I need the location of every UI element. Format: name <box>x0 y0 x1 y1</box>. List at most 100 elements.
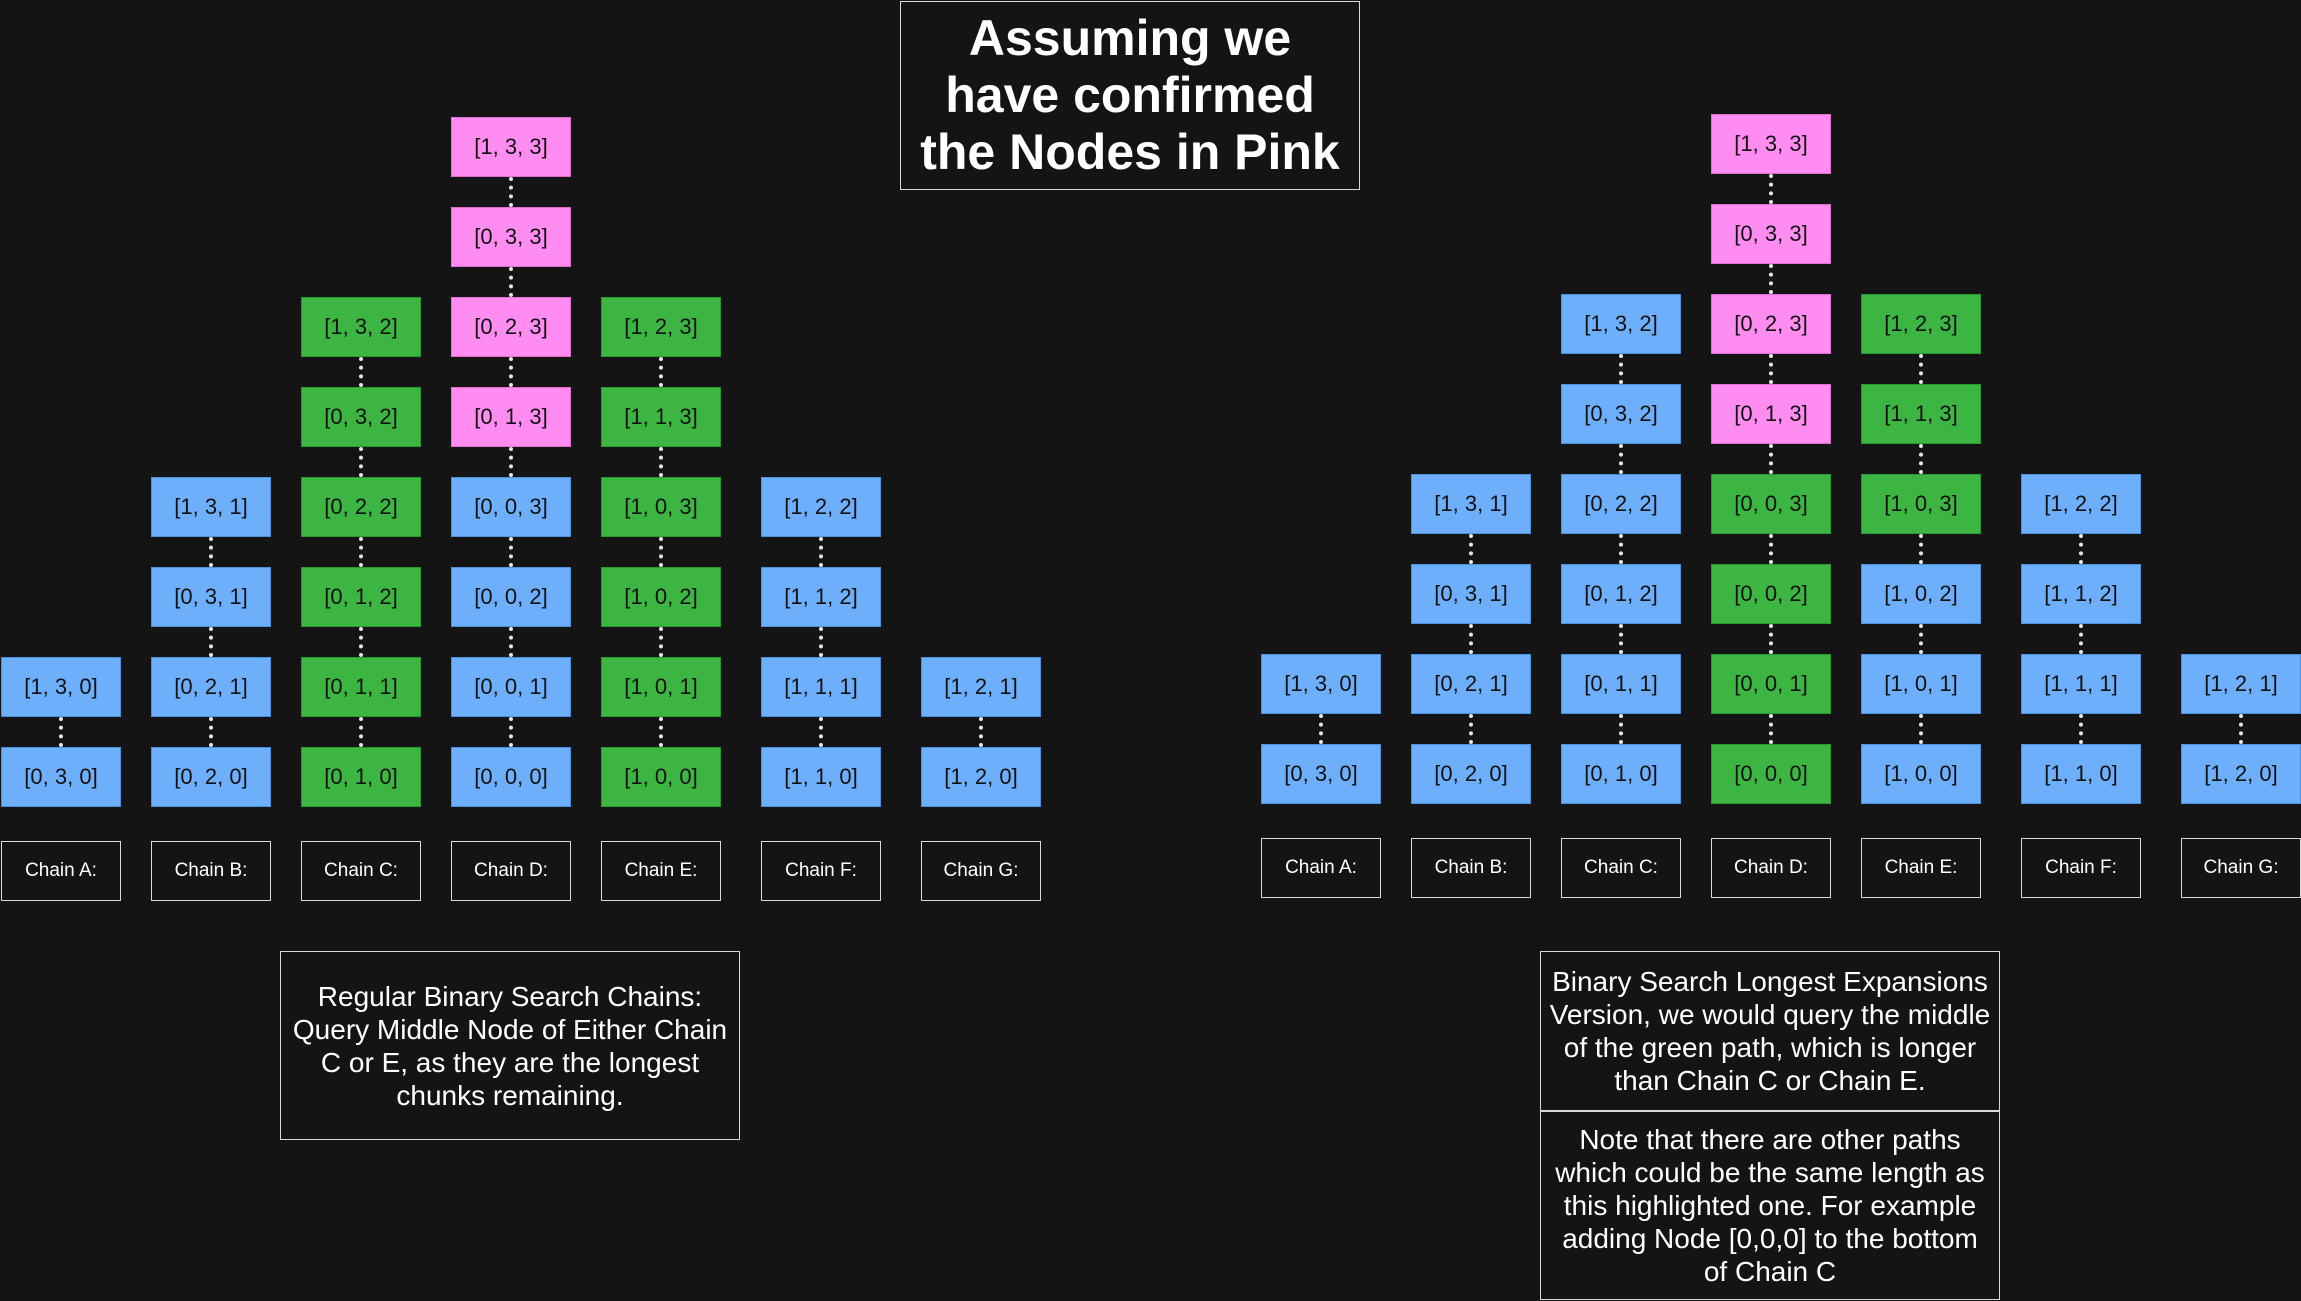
chain-node: [0, 1, 1] <box>301 657 421 717</box>
chain-node: [1, 2, 1] <box>921 657 1041 717</box>
chain-node: [0, 2, 1] <box>151 657 271 717</box>
chain-node: [0, 2, 1] <box>1411 654 1531 714</box>
chain-node: [1, 1, 1] <box>761 657 881 717</box>
chain-node: [0, 0, 0] <box>451 747 571 807</box>
chain-node: [1, 0, 0] <box>601 747 721 807</box>
chain-connector <box>659 537 663 567</box>
chain-connector <box>1619 624 1623 654</box>
chain-node: [1, 3, 2] <box>301 297 421 357</box>
chain-node: [0, 1, 0] <box>1561 744 1681 804</box>
chain-node: [1, 2, 1] <box>2181 654 2301 714</box>
chain-node: [0, 2, 2] <box>1561 474 1681 534</box>
chain-connector <box>819 627 823 657</box>
chain-connector <box>1619 534 1623 564</box>
chain-connector <box>359 627 363 657</box>
chain-node: [0, 2, 3] <box>451 297 571 357</box>
chain-node: [0, 3, 2] <box>1561 384 1681 444</box>
chain-connector <box>209 537 213 567</box>
chain-node: [0, 0, 2] <box>1711 564 1831 624</box>
chain-connector <box>359 537 363 567</box>
chain-node: [1, 2, 0] <box>2181 744 2301 804</box>
chain-node: [1, 3, 3] <box>451 117 571 177</box>
chain-node: [0, 2, 2] <box>301 477 421 537</box>
chain-node: [1, 3, 2] <box>1561 294 1681 354</box>
chain-node: [0, 2, 0] <box>1411 744 1531 804</box>
chain-node: [1, 0, 3] <box>1861 474 1981 534</box>
chain-label-d: Chain D: <box>1711 838 1831 898</box>
chain-connector <box>1919 624 1923 654</box>
chain-label-c: Chain C: <box>1561 838 1681 898</box>
chain-label-g: Chain G: <box>2181 838 2301 898</box>
chain-connector <box>509 717 513 747</box>
chain-connector <box>1769 624 1773 654</box>
chain-node: [0, 1, 2] <box>1561 564 1681 624</box>
chain-label-b: Chain B: <box>151 841 271 901</box>
right-note-box: Note that there are other paths which co… <box>1540 1111 2000 1300</box>
left-caption-box: Regular Binary Search Chains: Query Midd… <box>280 951 740 1140</box>
chain-connector <box>209 627 213 657</box>
chain-node: [0, 1, 3] <box>1711 384 1831 444</box>
chain-node: [0, 0, 0] <box>1711 744 1831 804</box>
chain-node: [0, 0, 1] <box>1711 654 1831 714</box>
chain-node: [0, 2, 3] <box>1711 294 1831 354</box>
chain-connector <box>659 447 663 477</box>
chain-node: [1, 1, 3] <box>1861 384 1981 444</box>
chain-connector <box>509 627 513 657</box>
chain-node: [1, 0, 1] <box>601 657 721 717</box>
chain-connector <box>659 627 663 657</box>
chain-label-e: Chain E: <box>1861 838 1981 898</box>
chain-node: [1, 2, 2] <box>761 477 881 537</box>
chain-connector <box>1469 534 1473 564</box>
chain-node: [1, 3, 0] <box>1 657 121 717</box>
chain-label-a: Chain A: <box>1 841 121 901</box>
chain-label-d: Chain D: <box>451 841 571 901</box>
chain-node: [1, 0, 2] <box>1861 564 1981 624</box>
chain-node: [1, 0, 3] <box>601 477 721 537</box>
chain-connector <box>359 717 363 747</box>
chain-node: [0, 1, 1] <box>1561 654 1681 714</box>
right-caption-box: Binary Search Longest Expansions Version… <box>1540 951 2000 1111</box>
chain-node: [0, 2, 0] <box>151 747 271 807</box>
chain-node: [0, 3, 3] <box>1711 204 1831 264</box>
chain-connector <box>979 717 983 747</box>
chain-node: [0, 1, 0] <box>301 747 421 807</box>
chain-node: [0, 3, 1] <box>151 567 271 627</box>
chain-connector <box>509 177 513 207</box>
chain-node: [0, 1, 2] <box>301 567 421 627</box>
chain-connector <box>209 717 213 747</box>
chain-node: [0, 1, 3] <box>451 387 571 447</box>
chain-node: [1, 2, 3] <box>1861 294 1981 354</box>
chain-connector <box>1619 444 1623 474</box>
chain-node: [1, 3, 3] <box>1711 114 1831 174</box>
chain-node: [1, 1, 1] <box>2021 654 2141 714</box>
chain-connector <box>1769 444 1773 474</box>
chain-node: [0, 3, 1] <box>1411 564 1531 624</box>
chain-connector <box>1319 714 1323 744</box>
chain-connector <box>1769 714 1773 744</box>
chain-connector <box>59 717 63 747</box>
chain-connector <box>1919 534 1923 564</box>
chain-node: [1, 2, 3] <box>601 297 721 357</box>
chain-connector <box>819 537 823 567</box>
chain-node: [0, 3, 0] <box>1261 744 1381 804</box>
chain-connector <box>1919 354 1923 384</box>
chain-label-c: Chain C: <box>301 841 421 901</box>
chain-connector <box>2079 624 2083 654</box>
chain-label-f: Chain F: <box>2021 838 2141 898</box>
chain-connector <box>2239 714 2243 744</box>
chain-label-e: Chain E: <box>601 841 721 901</box>
chain-connector <box>819 717 823 747</box>
chain-connector <box>509 267 513 297</box>
chain-connector <box>509 537 513 567</box>
chain-node: [0, 0, 3] <box>1711 474 1831 534</box>
chain-connector <box>659 357 663 387</box>
chain-connector <box>1769 264 1773 294</box>
chain-node: [1, 0, 1] <box>1861 654 1981 714</box>
chain-node: [1, 3, 1] <box>151 477 271 537</box>
chain-node: [1, 1, 0] <box>2021 744 2141 804</box>
chain-connector <box>659 717 663 747</box>
chain-node: [0, 0, 3] <box>451 477 571 537</box>
chain-node: [1, 3, 0] <box>1261 654 1381 714</box>
chain-node: [0, 3, 0] <box>1 747 121 807</box>
